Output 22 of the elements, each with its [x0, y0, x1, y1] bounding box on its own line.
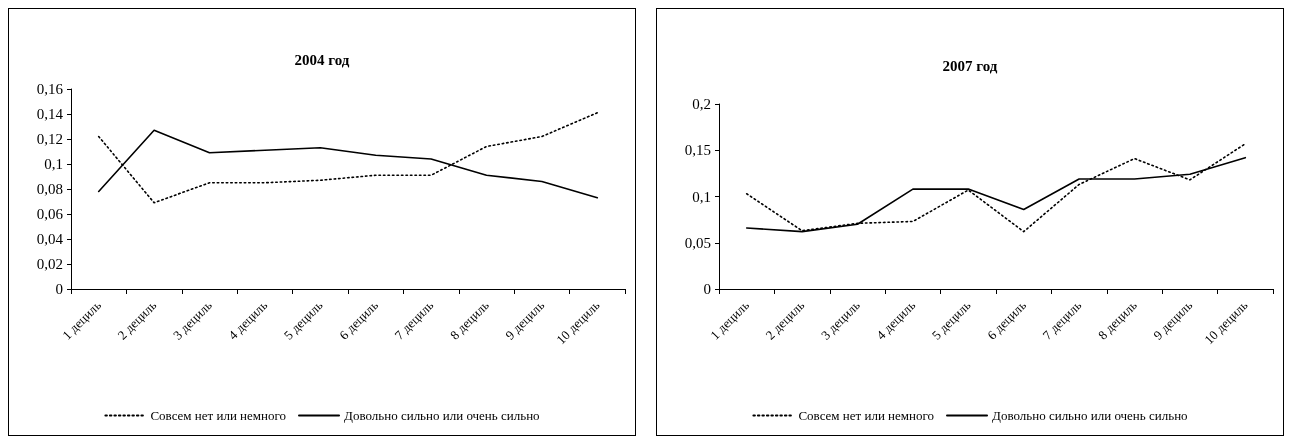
y-tick-label: 0,1	[692, 188, 711, 205]
line-series	[97, 111, 599, 204]
y-tick-label: 0,12	[36, 131, 63, 147]
legend-label: Довольно сильно или очень сильно	[344, 408, 540, 423]
y-tick-label: 0,02	[36, 256, 63, 272]
y-tick-label: 0	[703, 281, 711, 297]
line-series	[745, 142, 1247, 233]
legend-label: Довольно сильно или очень сильно	[992, 408, 1188, 423]
y-tick-label: 0,06	[36, 206, 64, 222]
y-tick-label: 0	[55, 281, 63, 297]
y-tick-label: 0,15	[684, 142, 711, 159]
legend-label: Совсем нет или немного	[798, 408, 935, 423]
y-tick-label: 0,1	[44, 156, 63, 172]
y-tick-label: 0,2	[692, 96, 711, 112]
y-tick-label: 0,14	[36, 106, 64, 122]
y-tick-label: 0,16	[36, 81, 64, 97]
chart-title: 2004 год	[294, 51, 350, 68]
chart-title: 2007 год	[942, 57, 998, 74]
y-tick-label: 0,05	[684, 234, 711, 251]
legend-label: Совсем нет или немного	[150, 408, 287, 423]
y-tick-label: 0,04	[36, 231, 64, 247]
y-tick-label: 0,08	[36, 181, 63, 197]
